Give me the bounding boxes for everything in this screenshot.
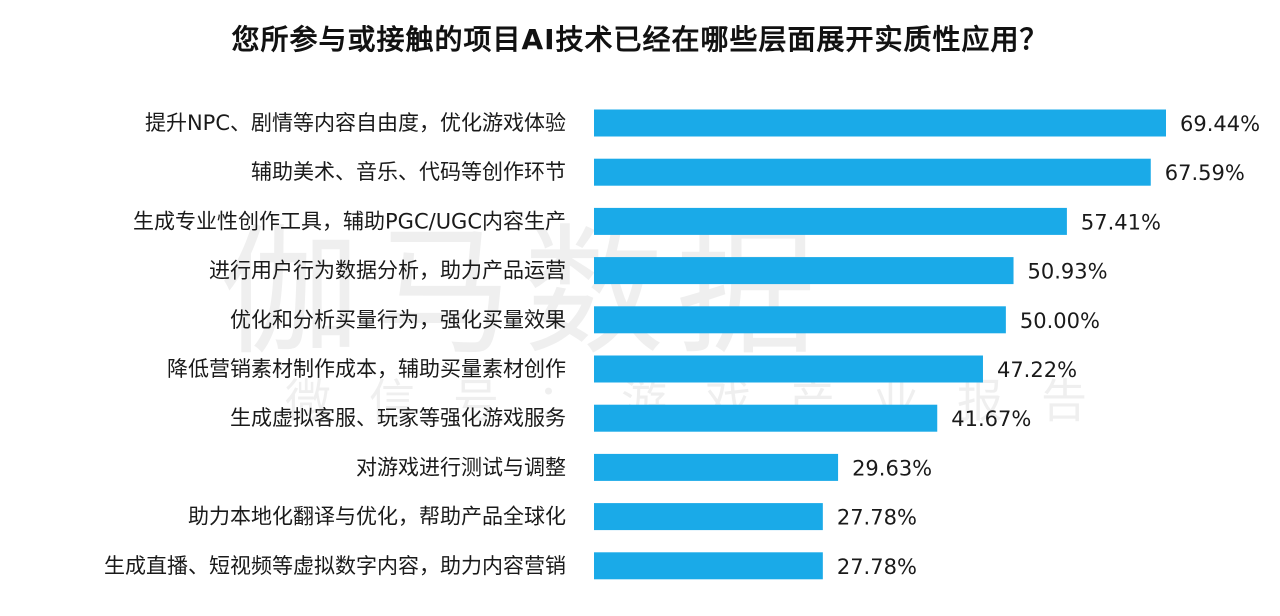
value-label: 27.78% [837,506,917,530]
value-label: 67.59% [1165,161,1245,185]
value-label: 57.41% [1081,210,1161,234]
category-label: 生成专业性创作工具，辅助PGC/UGC内容生产 [133,209,566,233]
bar [594,257,1014,285]
category-label: 降低营销素材制作成本，辅助买量素材创作 [167,357,566,381]
category-label: 生成虚拟客服、玩家等强化游戏服务 [230,406,566,430]
value-label: 41.67% [951,407,1031,431]
category-label: 辅助美术、音乐、代码等创作环节 [251,160,566,184]
value-label: 27.78% [837,555,917,579]
category-label: 对游戏进行测试与调整 [356,455,566,479]
bar [594,355,983,383]
value-label: 69.44% [1180,112,1260,136]
bar [594,453,839,481]
bar [594,503,823,531]
category-label: 生成直播、短视频等虚拟数字内容，助力内容营销 [104,554,566,578]
category-label: 进行用户行为数据分析，助力产品运营 [209,259,566,283]
bar [594,207,1067,235]
category-label: 提升NPC、剧情等内容自由度，优化游戏体验 [145,111,566,135]
value-label: 47.22% [997,358,1077,382]
bar [594,306,1006,334]
value-label: 29.63% [852,456,932,480]
bar [594,158,1151,186]
bar [594,404,938,432]
category-label: 助力本地化翻译与优化，帮助产品全球化 [188,505,566,529]
category-label: 优化和分析买量行为，强化买量效果 [230,308,566,332]
value-label: 50.93% [1028,260,1108,284]
bar [594,552,823,580]
value-label: 50.00% [1020,309,1100,333]
bar [594,109,1166,137]
chart-title: 您所参与或接触的项目AI技术已经在哪些层面展开实质性应用？ [231,23,1049,56]
